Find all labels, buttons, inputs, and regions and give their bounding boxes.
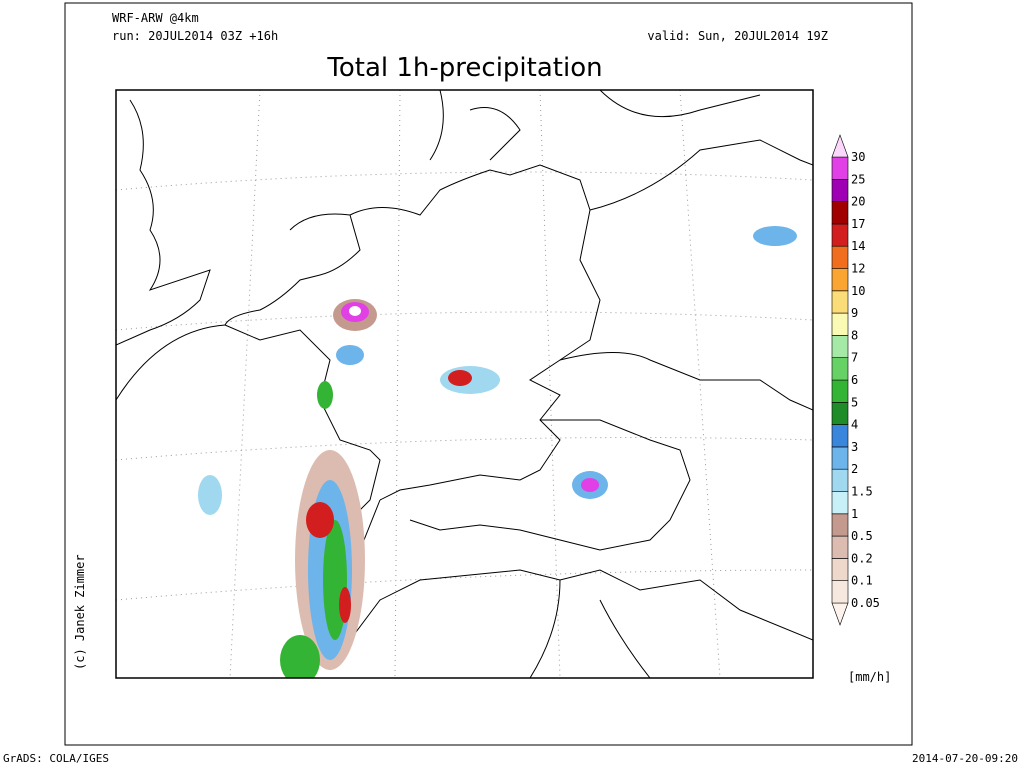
colorbar-label: 0.05: [851, 596, 880, 610]
colorbar-label: 20: [851, 195, 865, 209]
colorbar-label: 6: [851, 373, 858, 387]
colorbar-box: [831, 335, 849, 358]
colorbar-box: [831, 558, 849, 581]
colorbar-label: 5: [851, 395, 858, 409]
colorbar: 0.05 0.1 0.2 0.5 1 1.5 2 3 4 5 6 7 8 9 10 12 14 17 20 25 30: [831, 134, 880, 626]
colorbar-label: 0.2: [851, 551, 873, 565]
footer-right: 2014-07-20-09:20: [912, 752, 1018, 765]
colorbar-box: [831, 535, 849, 559]
colorbar-box: [831, 379, 849, 403]
footer-left: GrADS: COLA/IGES: [3, 752, 109, 765]
colorbar-label: 8: [851, 328, 858, 342]
colorbar-box: [831, 156, 849, 180]
colorbar-box: [831, 446, 849, 470]
colorbar-label: 14: [851, 239, 865, 253]
title: Total 1h-precipitation: [326, 53, 602, 83]
colorbar-box: [831, 357, 849, 381]
colorbar-label: 1.5: [851, 485, 873, 499]
colorbar-box: [831, 312, 849, 336]
colorbar-label: 12: [851, 262, 865, 276]
valid: valid: Sun, 20JUL2014 19Z: [647, 29, 828, 43]
frame: [64, 2, 913, 746]
map: [115, 89, 814, 679]
credit: (c) Janek Zimmer: [73, 554, 87, 670]
colorbar-label: 25: [851, 172, 865, 186]
colorbar-box: [831, 602, 849, 626]
colorbar-box: [831, 201, 849, 225]
colorbar-label: 4: [851, 418, 858, 432]
colorbar-box: [831, 580, 849, 604]
colorbar-box: [831, 245, 849, 269]
colorbar-label: 1: [851, 507, 858, 521]
colorbar-label: 30: [851, 150, 865, 164]
colorbar-box: [831, 179, 849, 202]
colorbar-box: [831, 268, 849, 292]
colorbar-label: 17: [851, 217, 865, 231]
colorbar-label: 3: [851, 440, 858, 454]
colorbar-box: [831, 290, 849, 314]
colorbar-box: [831, 424, 849, 448]
colorbar-label: 0.1: [851, 574, 873, 588]
colorbar-box: [831, 223, 849, 247]
unit: [mm/h]: [848, 670, 891, 684]
colorbar-label: 7: [851, 351, 858, 365]
colorbar-label: 0.5: [851, 529, 873, 543]
model: WRF-ARW @4km: [112, 11, 199, 25]
colorbar-label: 9: [851, 306, 858, 320]
colorbar-box: [831, 134, 849, 158]
colorbar-box: [831, 491, 849, 515]
colorbar-label: 2: [851, 462, 858, 476]
colorbar-box: [831, 513, 849, 537]
colorbar-box: [831, 468, 849, 492]
colorbar-label: 10: [851, 284, 865, 298]
run: run: 20JUL2014 03Z +16h: [112, 29, 278, 43]
colorbar-box: [831, 402, 849, 425]
